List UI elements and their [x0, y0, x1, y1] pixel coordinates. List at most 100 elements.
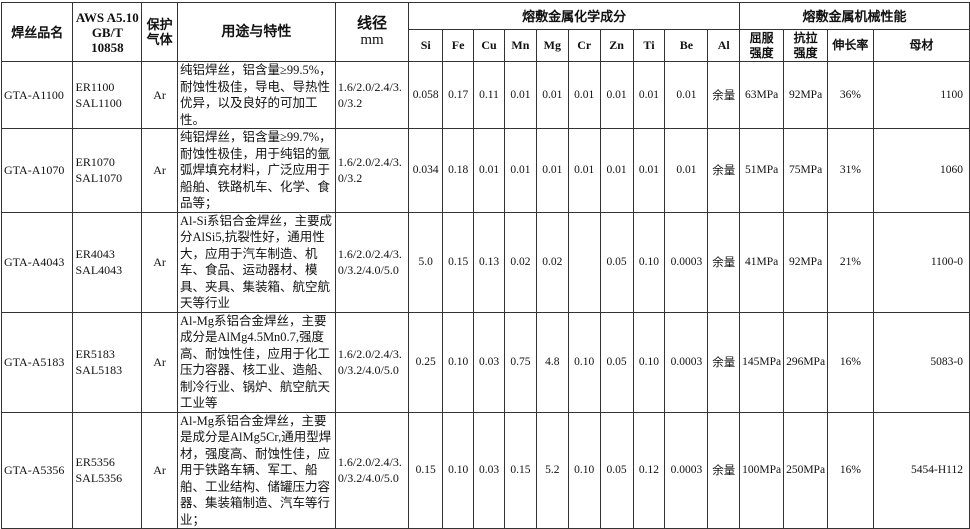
chem-value-mn: 0.01: [503, 61, 537, 129]
aws-standard: ER1070 SAL1070: [72, 128, 143, 213]
header-mech-1: 抗拉 强度: [783, 29, 829, 62]
tensile-strength: 250MPa: [783, 411, 829, 529]
yield-strength: 41MPa: [739, 211, 785, 313]
header-chem-fe: Fe: [442, 29, 475, 62]
chem-value-be: 0.01: [664, 61, 709, 129]
yield-strength: 145MPa: [739, 311, 785, 413]
base-metal: 1100: [872, 61, 970, 129]
chem-value-cu: 0.01: [473, 128, 505, 213]
chem-value-ti: 0.10: [632, 311, 666, 413]
base-metal: 1100-0: [872, 211, 970, 313]
shielding-gas: Ar: [141, 311, 178, 413]
header-chem-cr: Cr: [567, 29, 601, 62]
chem-value-zn: 0.05: [599, 211, 634, 313]
usage-description: 纯铝焊丝，铝含量≥99.7%，耐蚀性极佳，用于纯铝的氩弧焊填充材料，广泛应用于船…: [176, 128, 336, 213]
product-name: GTA-A1070: [0, 128, 74, 213]
tensile-strength: 75MPa: [783, 128, 829, 213]
usage-description: 纯铝焊丝，铝含量≥99.5%，耐蚀性极佳，导电、导热性优异，以及良好的可加工性。: [176, 61, 336, 129]
chem-value-be: 0.01: [664, 128, 709, 213]
chem-value-zn: 0.05: [599, 311, 634, 413]
header-chem-cu: Cu: [473, 29, 505, 62]
chem-value-al: 余量: [707, 128, 741, 213]
chem-value-be: 0.0003: [664, 211, 709, 313]
chem-value-mn: 0.01: [503, 128, 537, 213]
header-chem-zn: Zn: [599, 29, 634, 62]
elongation: 21%: [827, 211, 874, 313]
chem-value-mg: 4.8: [535, 311, 569, 413]
chem-value-cr: 0.01: [567, 128, 601, 213]
shielding-gas: Ar: [141, 411, 178, 529]
wire-diameter: 1.6/2.0/2.4/3.0/3.2/4.0/5.0: [334, 211, 410, 313]
header-chem-be: Be: [664, 29, 709, 62]
header-mech-group: 熔敷金属机械性能: [739, 2, 970, 30]
chem-value-mn: 0.02: [503, 211, 537, 313]
chem-value-si: 0.034: [408, 128, 444, 213]
table-row: GTA-A1070 ER1070 SAL1070 Ar 纯铝焊丝，铝含量≥99.7%，耐…: [0, 128, 970, 213]
table-row: GTA-A1100 ER1100 SAL1100 Ar 纯铝焊丝，铝含量≥99.5%，耐…: [0, 61, 970, 129]
elongation: 16%: [827, 411, 874, 529]
chem-value-ti: 0.01: [632, 128, 666, 213]
yield-strength: 100MPa: [739, 411, 785, 529]
yield-strength: 63MPa: [739, 61, 785, 129]
chem-value-fe: 0.15: [442, 211, 475, 313]
header-chem-mg: Mg: [535, 29, 569, 62]
chem-value-cr: 0.10: [567, 311, 601, 413]
header-mech-0: 屈服 强度: [739, 29, 785, 62]
chem-value-al: 余量: [707, 311, 741, 413]
chem-value-mn: 0.75: [503, 311, 537, 413]
chem-value-si: 0.15: [408, 411, 444, 529]
chem-value-zn: 0.01: [599, 128, 634, 213]
chem-value-cu: 0.03: [473, 411, 505, 529]
chem-value-al: 余量: [707, 61, 741, 129]
aws-standard: ER5356 SAL5356: [72, 411, 143, 529]
header-gas: 保护 气体: [141, 2, 178, 62]
chem-value-al: 余量: [707, 211, 741, 313]
chem-value-cu: 0.13: [473, 211, 505, 313]
chem-value-cr: 0.10: [567, 411, 601, 529]
wire-diameter: 1.6/2.0/2.4/3.0/3.2: [334, 61, 410, 129]
chem-value-fe: 0.18: [442, 128, 475, 213]
tensile-strength: 92MPa: [783, 211, 829, 313]
shielding-gas: Ar: [141, 61, 178, 129]
header-chem-si: Si: [408, 29, 444, 62]
header-diameter: 线径 mm: [334, 2, 410, 62]
table-row: GTA-A4043 ER4043 SAL4043 Ar Al-Si系铝合金焊丝，主要成分…: [0, 211, 970, 313]
yield-strength: 51MPa: [739, 128, 785, 213]
chem-value-zn: 0.01: [599, 61, 634, 129]
aws-standard: ER4043 SAL4043: [72, 211, 143, 313]
chem-value-fe: 0.10: [442, 311, 475, 413]
header-usage: 用途与特性: [176, 2, 336, 62]
header-name: 焊丝品名: [0, 2, 74, 62]
usage-description: Al-Mg系铝合金焊丝，主要是成分是AlMg5Cr,通用型焊材，强度高、耐蚀性佳…: [176, 411, 336, 529]
chem-value-fe: 0.17: [442, 61, 475, 129]
chem-value-si: 0.058: [408, 61, 444, 129]
chem-value-mg: 5.2: [535, 411, 569, 529]
wire-diameter: 1.6/2.0/2.4/3.0/3.2/4.0/5.0: [334, 411, 410, 529]
table-row: GTA-A5183 ER5183 SAL5183 Ar Al-Mg系铝合金焊丝，主要成分…: [0, 311, 970, 413]
chem-value-mg: 0.02: [535, 211, 569, 313]
base-metal: 5083-0: [872, 311, 970, 413]
chem-value-al: 余量: [707, 411, 741, 529]
shielding-gas: Ar: [141, 211, 178, 313]
product-name: GTA-A5183: [0, 311, 74, 413]
elongation: 31%: [827, 128, 874, 213]
chem-value-cu: 0.11: [473, 61, 505, 129]
wire-diameter: 1.6/2.0/2.4/3.0/3.2/4.0/5.0: [334, 311, 410, 413]
header-mech-2: 伸长率: [827, 29, 874, 62]
header-chem-ti: Ti: [632, 29, 666, 62]
usage-description: Al-Si系铝合金焊丝，主要成分AlSi5,抗裂性好，通用性大，应用于汽车制造、…: [176, 211, 336, 313]
chem-value-ti: 0.01: [632, 61, 666, 129]
header-chem-mn: Mn: [503, 29, 537, 62]
wire-diameter: 1.6/2.0/2.4/3.0/3.2: [334, 128, 410, 213]
table-row: GTA-A5356 ER5356 SAL5356 Ar Al-Mg系铝合金焊丝，主要是成…: [0, 411, 970, 529]
base-metal: 1060: [872, 128, 970, 213]
aws-standard: ER5183 SAL5183: [72, 311, 143, 413]
chem-value-be: 0.0003: [664, 411, 709, 529]
base-metal: 5454-H112: [872, 411, 970, 529]
tensile-strength: 92MPa: [783, 61, 829, 129]
chem-value-ti: 0.10: [632, 211, 666, 313]
product-name: GTA-A4043: [0, 211, 74, 313]
header-mech-3: 母材: [872, 29, 970, 62]
tensile-strength: 296MPa: [783, 311, 829, 413]
